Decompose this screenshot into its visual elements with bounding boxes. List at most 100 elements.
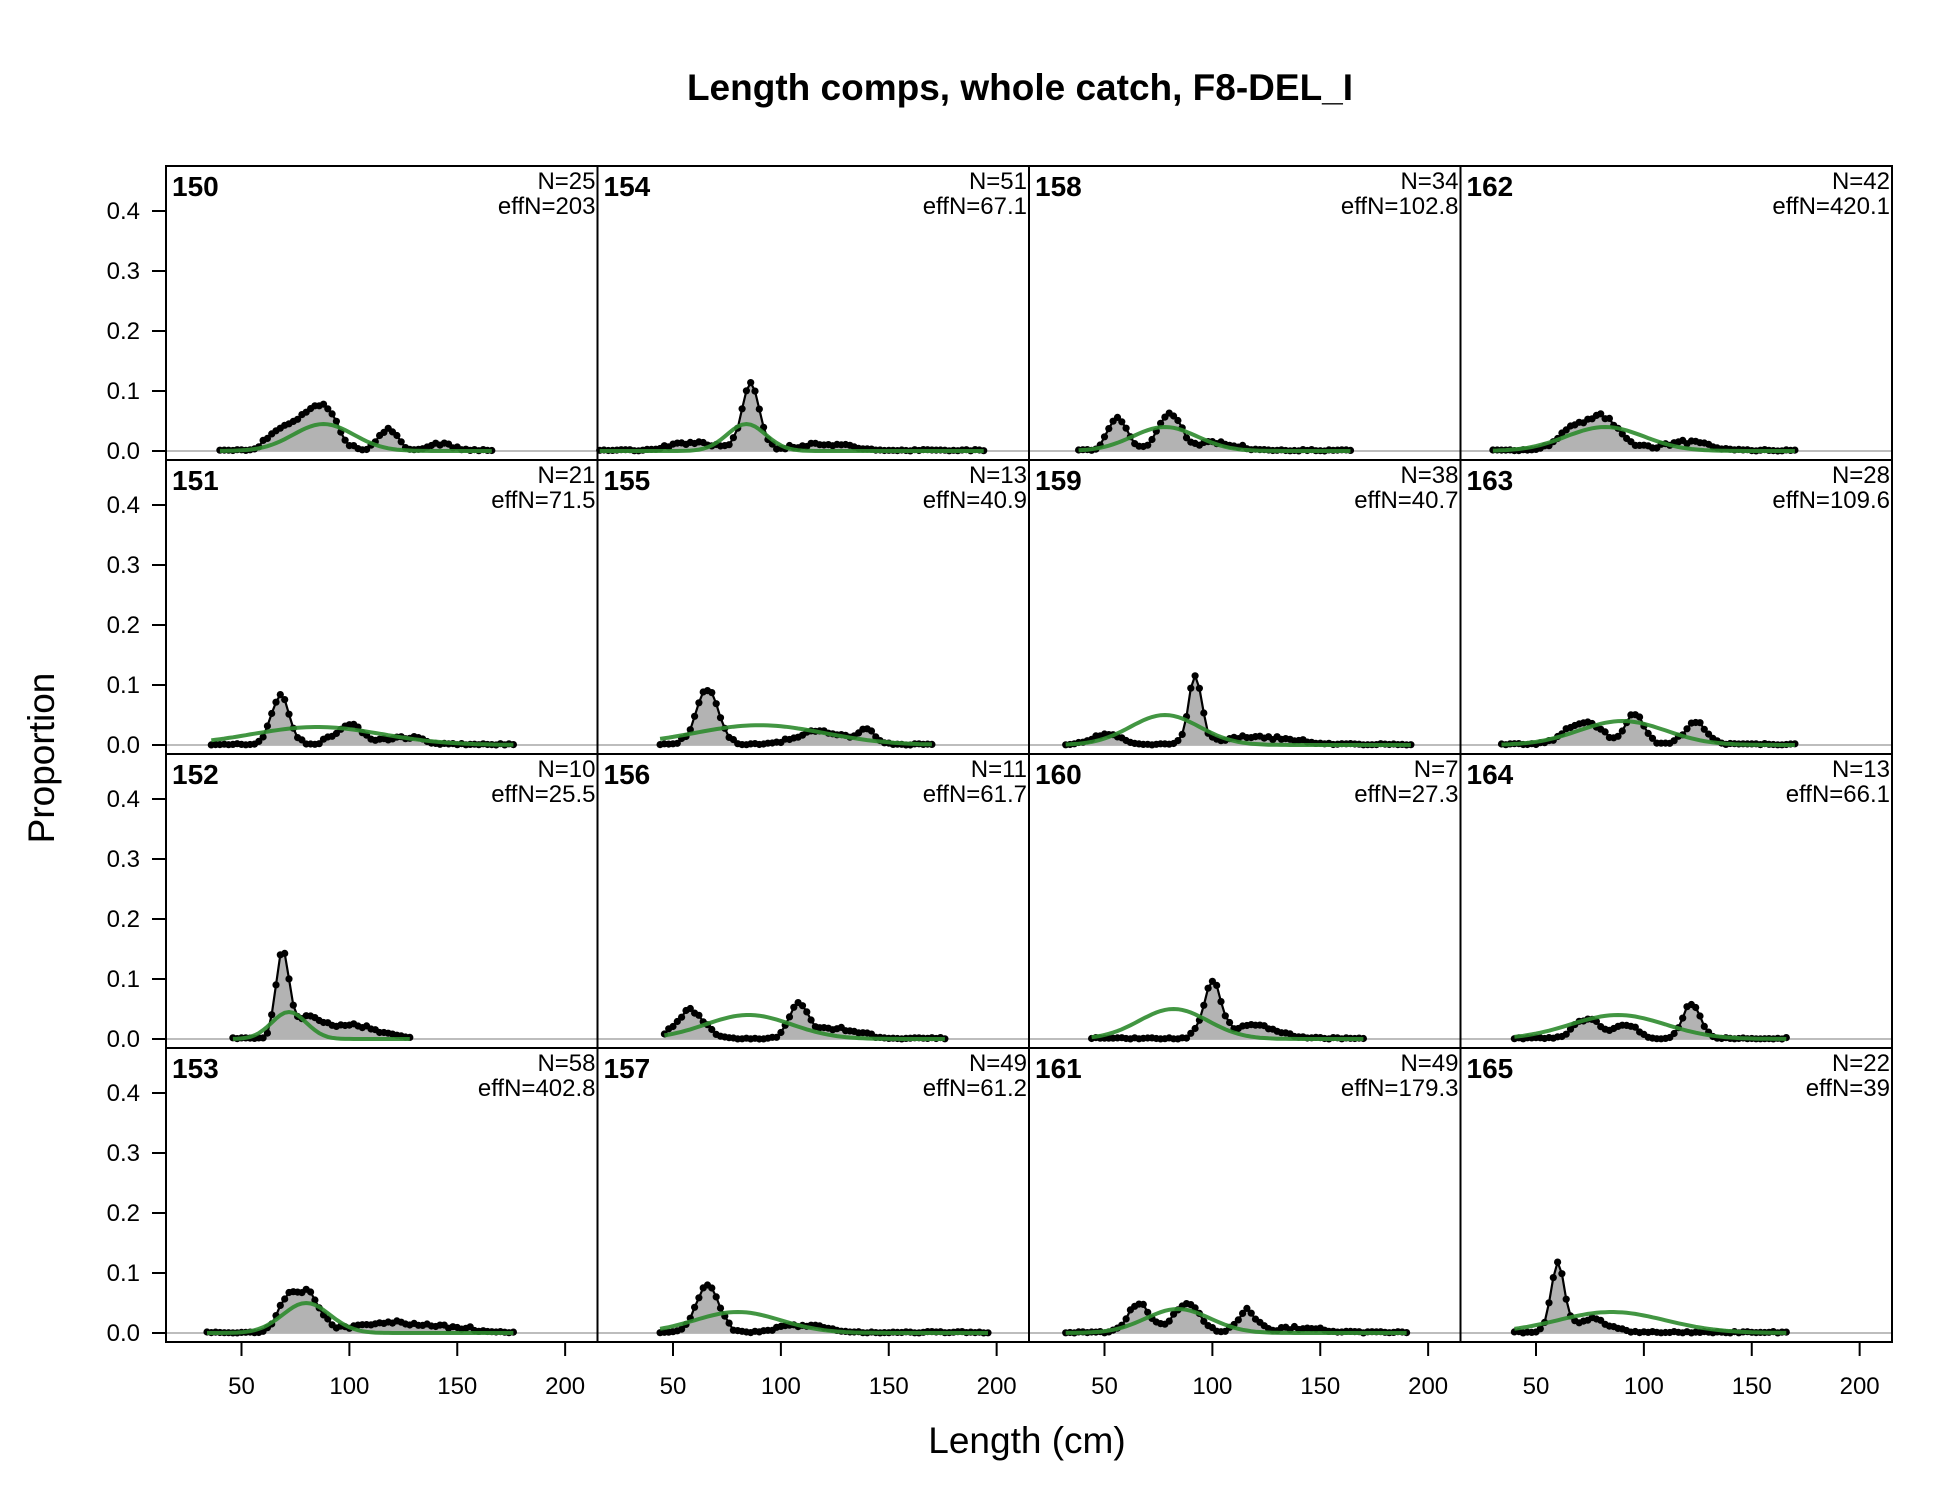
panel-year-label: 155 xyxy=(604,465,651,496)
observed-point xyxy=(328,410,336,418)
panel-year-label: 160 xyxy=(1035,759,1082,790)
panel-n-label: N=28 xyxy=(1832,462,1890,489)
observed-point xyxy=(272,981,280,989)
observed-point xyxy=(1247,1309,1255,1317)
y-tick-label: 0.2 xyxy=(107,906,140,933)
observed-point xyxy=(1122,424,1130,432)
observed-area xyxy=(664,1002,945,1039)
panel-n-label: N=25 xyxy=(537,168,595,195)
observed-point xyxy=(678,1325,686,1333)
observed-point xyxy=(1213,981,1221,990)
observed-point xyxy=(747,379,755,387)
observed-point xyxy=(1148,435,1156,444)
y-tick-label: 0.4 xyxy=(107,492,140,519)
observed-point xyxy=(311,1296,319,1304)
observed-point xyxy=(742,387,751,395)
observed-area xyxy=(1091,981,1364,1039)
y-tick-label: 0.0 xyxy=(107,438,140,465)
observed-point xyxy=(1139,1300,1147,1308)
observed-point xyxy=(1178,730,1186,739)
observed-point xyxy=(307,1288,315,1296)
panel-n-label: N=49 xyxy=(1400,1050,1458,1077)
observed-point xyxy=(1144,441,1152,449)
panel-effn-label: effN=179.3 xyxy=(1341,1075,1459,1102)
observed-point xyxy=(315,740,323,748)
x-axis-title: Length (cm) xyxy=(928,1420,1125,1461)
expected-line xyxy=(659,1309,988,1335)
observed-point xyxy=(285,710,293,718)
x-tick-label: 150 xyxy=(1732,1373,1772,1400)
observed-point xyxy=(1174,737,1182,745)
expected-line xyxy=(1501,718,1795,747)
observed-point xyxy=(1187,684,1195,692)
observed-point xyxy=(268,709,276,718)
panel-effn-label: effN=40.9 xyxy=(923,487,1027,514)
panel-effn-label: effN=40.7 xyxy=(1354,487,1458,514)
observed-point xyxy=(712,1293,720,1301)
x-tick-label: 200 xyxy=(545,1373,585,1400)
observed-point xyxy=(712,700,720,708)
observed-point xyxy=(259,1034,267,1042)
y-tick-label: 0.0 xyxy=(107,732,140,759)
panel-year-label: 156 xyxy=(604,759,651,790)
observed-point xyxy=(1692,1003,1700,1012)
expected-line xyxy=(211,725,514,747)
x-tick-label: 50 xyxy=(228,1373,255,1400)
observed-point xyxy=(785,1013,794,1021)
panel-n-label: N=49 xyxy=(969,1050,1027,1077)
observed-point xyxy=(1562,1295,1570,1303)
observed-point xyxy=(1217,998,1225,1006)
observed-point xyxy=(1605,414,1613,422)
x-tick-label: 200 xyxy=(1840,1373,1880,1400)
observed-point xyxy=(1549,1274,1557,1282)
panel-effn-label: effN=61.7 xyxy=(923,781,1027,808)
observed-area xyxy=(207,1289,514,1333)
panel-effn-label: effN=67.1 xyxy=(923,193,1027,220)
observed-point xyxy=(790,1003,798,1011)
observed-point xyxy=(678,1013,686,1021)
expected-line xyxy=(599,421,984,453)
observed-area xyxy=(1514,1004,1787,1039)
expected-line xyxy=(1492,424,1795,453)
observed-point xyxy=(1636,713,1644,721)
expected-line xyxy=(1078,424,1351,453)
observed-point xyxy=(1144,1308,1152,1316)
observed-point xyxy=(1618,430,1626,438)
observed-point xyxy=(867,727,876,735)
y-axis-title: Proportion xyxy=(21,673,62,844)
panel-effn-label: effN=61.2 xyxy=(923,1075,1027,1102)
observed-point xyxy=(1683,725,1691,733)
observed-point xyxy=(695,699,703,707)
observed-point xyxy=(807,1016,815,1024)
observed-point xyxy=(751,387,759,395)
observed-point xyxy=(363,445,371,454)
panel-n-label: N=58 xyxy=(537,1050,595,1077)
panel-n-label: N=38 xyxy=(1400,462,1458,489)
panel-effn-label: effN=109.6 xyxy=(1772,487,1890,514)
observed-area xyxy=(1501,714,1795,745)
observed-point xyxy=(281,1295,289,1303)
expected-line xyxy=(1065,1306,1407,1335)
observed-point xyxy=(1118,418,1126,426)
observed-point xyxy=(695,1011,703,1019)
panel-year-label: 163 xyxy=(1467,465,1514,496)
x-tick-label: 50 xyxy=(1091,1373,1118,1400)
observed-area xyxy=(211,694,514,745)
observed-point xyxy=(1200,709,1208,717)
observed-point xyxy=(393,431,401,440)
observed-point xyxy=(1601,728,1609,736)
observed-point xyxy=(686,1004,694,1013)
observed-point xyxy=(397,438,405,446)
panel-n-label: N=7 xyxy=(1414,756,1459,783)
observed-point xyxy=(708,1025,716,1034)
observed-point xyxy=(1105,425,1113,433)
panel-year-label: 157 xyxy=(604,1053,651,1084)
observed-point xyxy=(1100,433,1109,441)
panel-effn-label: effN=39 xyxy=(1806,1075,1890,1102)
observed-point xyxy=(1122,1315,1130,1323)
panel-year-label: 162 xyxy=(1467,171,1514,202)
y-tick-label: 0.4 xyxy=(107,786,140,813)
observed-point xyxy=(1618,727,1626,735)
panel-year-label: 152 xyxy=(172,759,219,790)
observed-point xyxy=(1174,416,1182,425)
